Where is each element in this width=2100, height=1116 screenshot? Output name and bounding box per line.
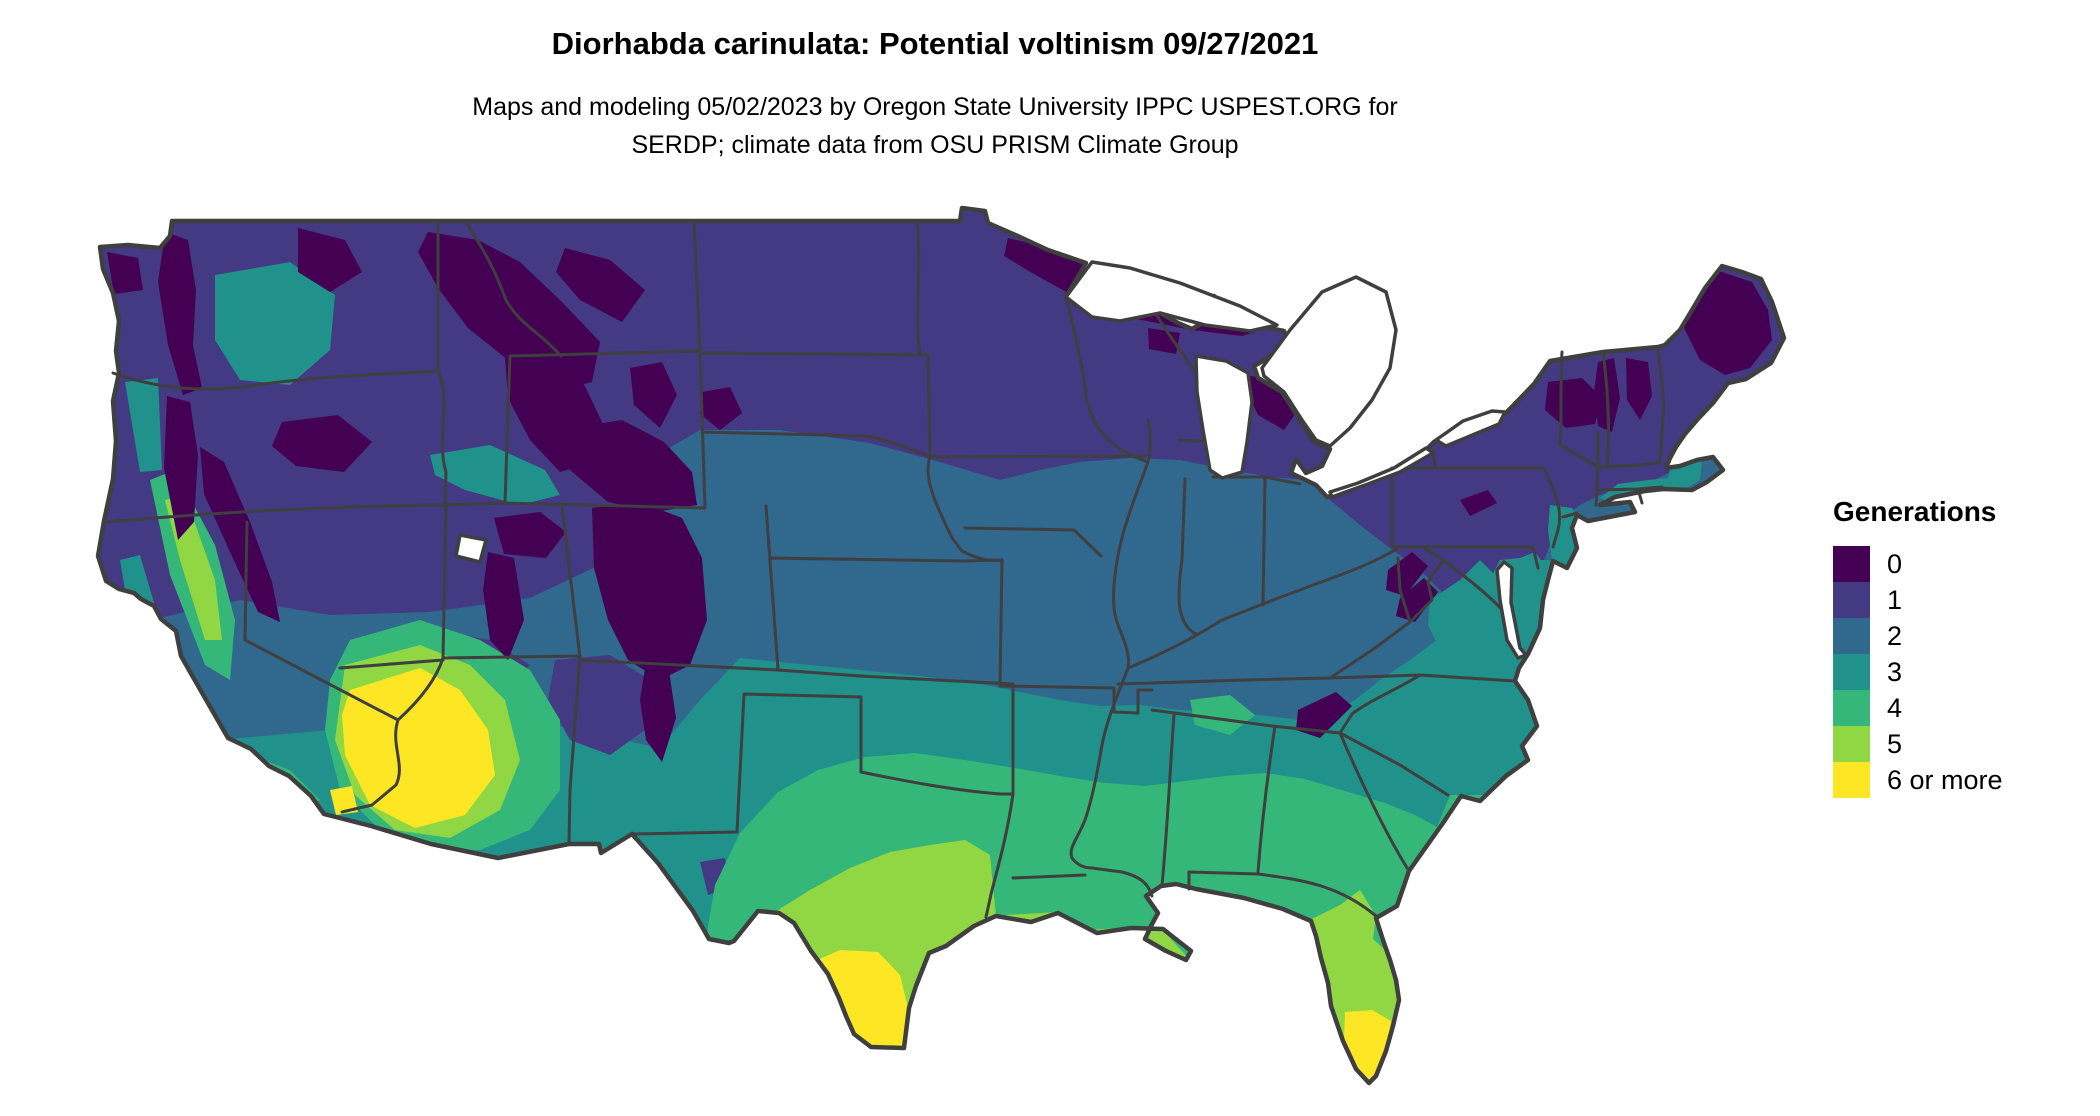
lake-erie [1328,446,1435,499]
legend-item: 6 or more [1833,762,2093,798]
legend-swatch [1833,582,1870,618]
region-yellow-imperial-valley [330,786,358,815]
patch-bighorn [630,362,677,428]
legend-item: 0 [1833,546,2093,582]
region-gen-0-patches [107,228,1772,762]
patch-olympics [107,252,143,294]
legend-label: 4 [1887,692,1903,723]
patch-montana-central [556,248,645,322]
page-title: Diorhabda carinulata: Potential voltinis… [551,26,1319,61]
patch-idaho-montana [418,232,600,392]
patch-blue-mountains [272,415,372,472]
region-yellow-south-florida [1344,1010,1391,1082]
legend-label: 3 [1887,656,1903,687]
region-teal-columbia-basin [215,262,335,385]
legend-label: 5 [1887,728,1903,759]
patch-wa-cascades [158,232,202,395]
state-borders [104,219,1666,919]
legend-swatch [1833,546,1870,582]
region-teal-va-nc-coast [1428,560,1537,748]
legend-swatch [1833,618,1870,654]
region-teal-ca-coast [120,555,320,808]
legend-swatch [1833,726,1870,762]
title-block: Diorhabda carinulata: Potential voltinis… [0,0,1870,164]
legend: Generations 0 1 2 3 4 5 [1833,496,2093,798]
legend-title: Generations [1833,496,1997,527]
patch-uinta-wasatch [494,512,566,558]
legend-item: 2 [1833,618,2093,654]
legend-label: 1 [1887,584,1903,615]
region-teal-willamette [125,378,162,472]
legend-swatch [1833,762,1870,798]
page-subtitle: Maps and modeling 05/02/2023 by Oregon S… [0,88,1870,164]
legend-swatch [1833,690,1870,726]
voltinism-raster [98,208,1784,1083]
patch-sangre-de-cristo [640,664,676,762]
patch-white-mountains [1626,358,1652,420]
patch-black-hills [700,387,742,430]
region-teal-snake-plain [430,445,560,505]
legend-label: 6 or more [1887,764,2003,795]
patch-mn-arrowhead [1004,238,1090,294]
patch-colorado-rockies [592,502,707,680]
patch-adirondacks [1545,378,1602,428]
legend-item: 1 [1833,582,2093,618]
region-lgreen-tx-coast [731,840,996,1048]
patch-wa-northeast [298,228,362,292]
legend-items: 0 1 2 3 4 5 6 or more [1833,546,2093,798]
great-lakes [454,260,1528,660]
legend-item: 5 [1833,726,2093,762]
subtitle-line-1: Maps and modeling 05/02/2023 by Oregon S… [472,93,1398,121]
patch-smokies [1296,692,1352,738]
legend-swatch [1833,654,1870,690]
legend-label: 2 [1887,620,1903,651]
great-salt-lake [454,533,488,564]
region-yellow-az-desert [342,668,495,828]
lake-huron [1260,275,1398,448]
patch-or-cascades [164,396,198,540]
chesapeake-bay [1495,560,1528,660]
legend-label: 0 [1887,548,1903,579]
lake-michigan [1194,354,1254,480]
patch-wyoming [558,420,697,512]
national-outline [95,205,1787,1086]
patch-west-virginia-1 [1386,552,1428,596]
patch-pa-ridge [1460,490,1497,516]
patch-utah-plateau [483,552,524,660]
patch-sierra-nevada [200,447,280,622]
patch-north-wisconsin [1148,328,1180,354]
region-green-tn-valley [1190,695,1255,735]
subtitle-line-2: SERDP; climate data from OSU PRISM Clima… [631,131,1239,159]
legend-item: 3 [1833,654,2093,690]
lake-ontario [1434,409,1507,448]
lake-superior [1064,260,1279,333]
legend-item: 4 [1833,690,2093,726]
